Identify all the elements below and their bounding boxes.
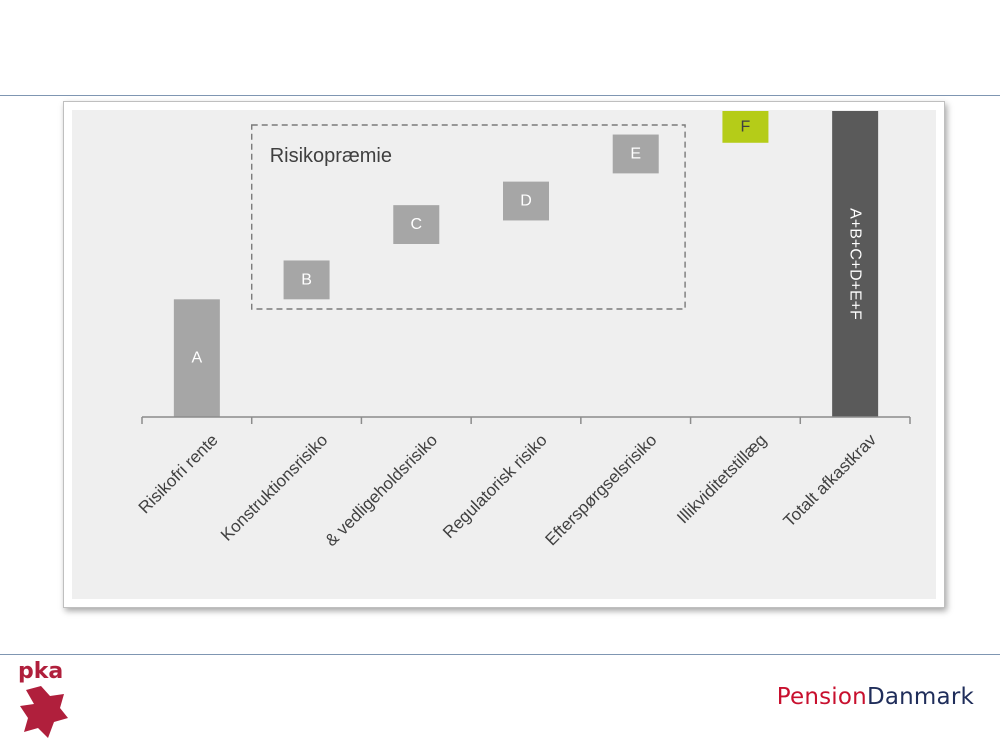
bar-abcdef [832, 111, 879, 417]
pka-logo-mark-icon [20, 686, 68, 738]
bar-a [173, 299, 220, 417]
top-divider-line [0, 95, 1000, 96]
bar-c [393, 205, 440, 244]
waterfall-chart: Risikopræmie A B C D E F A+B+C+D+E+F Risikofri r… [63, 101, 945, 608]
bar-e [612, 134, 659, 174]
pensiondanmark-logo-part1: Pension [776, 684, 867, 710]
bar-d [503, 181, 549, 221]
bar-f [722, 111, 769, 143]
bar-label-d: D [520, 193, 532, 210]
risikopraemie-label: Risikopræmie [270, 145, 392, 167]
bar-label-b: B [301, 271, 312, 288]
bar-label-c: C [411, 216, 423, 233]
pensiondanmark-logo-part2: Danmark [866, 684, 974, 710]
risikopraemie-box [251, 124, 686, 310]
bar-label-a: A [192, 350, 203, 367]
bar-total-label: A+B+C+D+E+F [847, 208, 864, 320]
pensiondanmark-logo: PensionDanmark [777, 684, 974, 710]
bar-label-f: F [741, 118, 751, 135]
bar-b [283, 260, 330, 300]
pka-logo: pka [18, 660, 68, 738]
pka-logo-text: pka [18, 660, 63, 684]
bar-label-e: E [630, 145, 641, 162]
bottom-divider-line [0, 654, 1000, 655]
